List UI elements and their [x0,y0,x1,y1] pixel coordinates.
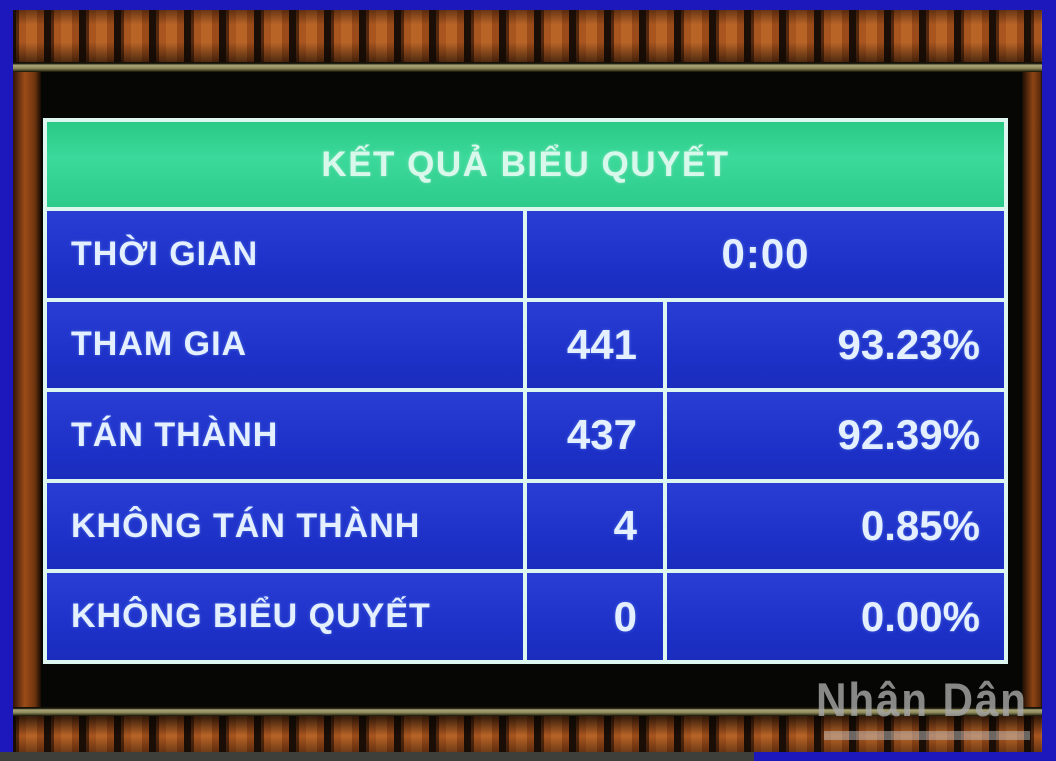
nhandan-watermark-underline [824,731,1030,740]
nhandan-watermark: Nhân Dân [816,673,1028,726]
row-count: 4 [523,482,663,570]
vote-results-board: KẾT QUẢ BIỂU QUYẾT THỜI GIAN 0:00 THAM G… [43,118,1008,664]
time-value: 0:00 [523,211,1004,298]
wood-post-right [1022,72,1042,707]
row-count: 441 [523,301,663,389]
time-row: THỜI GIAN 0:00 [47,207,1004,298]
trim-strip-top [13,62,1042,72]
bottom-edge-shadow [0,752,754,761]
row-tham-gia: THAM GIA 441 93.23% [47,297,1004,389]
time-label: THỜI GIAN [47,211,523,298]
wood-post-left [13,72,41,707]
row-label: TÁN THÀNH [47,392,523,479]
row-percent: 0.00% [663,573,1004,660]
row-label: THAM GIA [47,301,523,389]
row-percent: 93.23% [663,301,1004,389]
row-tan-thanh: TÁN THÀNH 437 92.39% [47,388,1004,479]
trim-strip-bottom [13,707,1042,716]
row-label: KHÔNG BIỂU QUYẾT [47,573,523,660]
row-percent: 0.85% [663,482,1004,570]
row-label: KHÔNG TÁN THÀNH [47,482,523,570]
row-khong-tan-thanh: KHÔNG TÁN THÀNH 4 0.85% [47,478,1004,570]
row-khong-bieu-quyet: KHÔNG BIỂU QUYẾT 0 0.00% [47,569,1004,660]
row-count: 437 [523,392,663,479]
row-count: 0 [523,573,663,660]
wood-paneling-top [13,10,1042,62]
board-title: KẾT QUẢ BIỂU QUYẾT [47,122,1004,207]
row-percent: 92.39% [663,392,1004,479]
